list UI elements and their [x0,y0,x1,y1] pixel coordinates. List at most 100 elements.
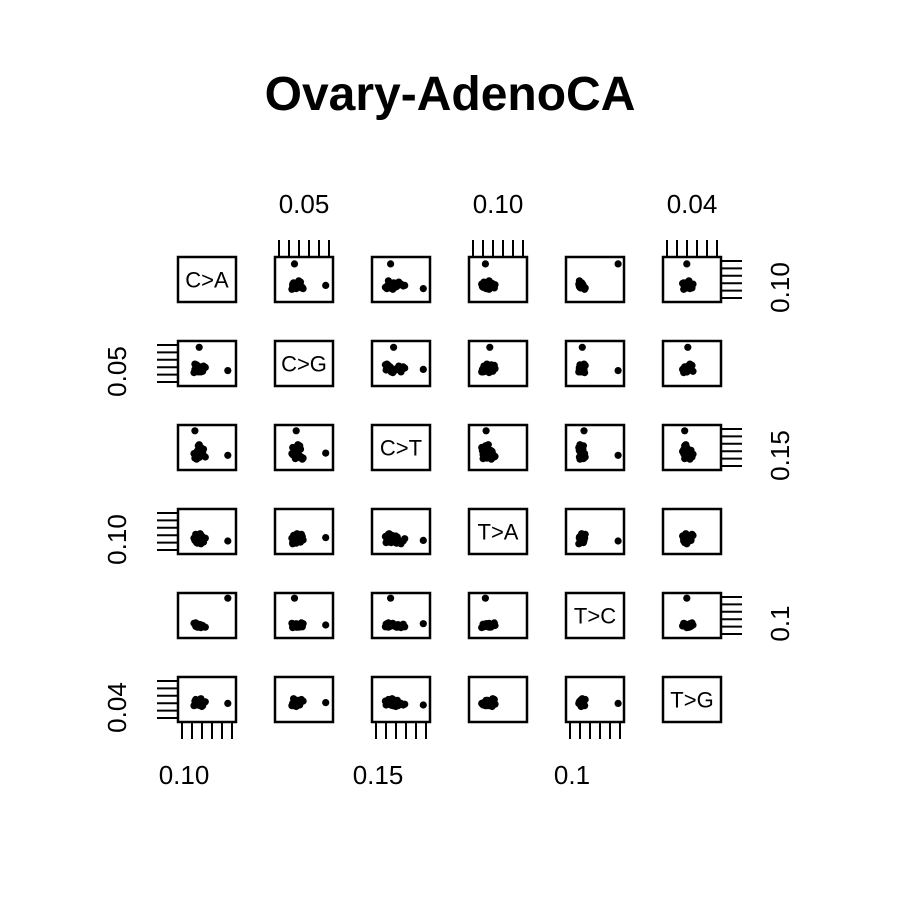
tick-label: 0.10 [102,514,132,565]
data-point [393,696,401,704]
tick-label: 0.1 [554,760,590,790]
panel-frame [467,339,529,388]
data-point [578,446,586,454]
panel-frame [370,255,432,304]
data-point [614,367,622,375]
panel-C-to-G-vs-T-to-G [661,339,723,388]
data-point [390,343,398,351]
data-point [578,364,586,372]
data-point [578,535,586,543]
panel-T-to-C-vs-C-to-T [370,591,432,640]
data-point [322,534,330,542]
panel-T-to-A-vs-C-to-A [176,507,238,556]
data-point [384,277,392,285]
variable-label: C>T [380,436,422,461]
data-point [224,537,232,545]
panel-frame [564,255,626,304]
panel-T-to-C-vs-T-to-A [467,591,529,640]
data-point [486,343,494,351]
panel-frame [564,591,626,640]
data-point [322,621,330,629]
data-point [684,343,692,351]
data-point [290,699,299,708]
data-point [687,446,695,454]
data-point [387,537,395,545]
panel-frame [176,339,238,388]
data-point [224,699,232,708]
panel-T-to-A-vs-T-to-G [661,507,723,556]
data-point [481,594,489,602]
panel-T-to-C-vs-C-to-G [273,591,335,640]
panel-T-to-G-vs-C-to-A [176,675,238,724]
panel-frame [370,339,432,388]
panel-frame [467,507,529,556]
data-point [387,594,395,602]
data-point [290,260,299,268]
panel-T-to-G-vs-T-to-C [564,675,626,724]
panel-T-to-A-vs-C-to-G [273,507,335,556]
data-point [614,537,622,545]
panel-frame [467,423,529,472]
data-point [322,281,330,289]
panel-C-to-T-vs-T-to-C [564,423,626,472]
panel-T-to-G-vs-T-to-G: T>G [661,675,723,724]
data-point [614,451,622,459]
panel-frame [661,675,723,724]
data-point [290,451,299,459]
panel-frame [370,423,432,472]
variable-label: T>G [670,688,713,713]
data-point [294,280,302,288]
panel-frame [273,255,335,304]
data-point [683,367,691,375]
data-point [482,427,490,435]
top-axis-T-to-G: 0.04 [666,189,718,257]
panel-frame [273,591,335,640]
data-point [393,364,401,372]
data-point [387,367,395,375]
data-point [385,283,393,291]
data-point [195,343,203,351]
right-axis-T-to-C: 0.1 [721,596,795,642]
panel-C-to-A-vs-C-to-A: C>A [176,255,238,304]
panel-T-to-C-vs-C-to-A [176,591,238,640]
panel-T-to-A-vs-T-to-C [564,507,626,556]
panel-T-to-G-vs-T-to-A [467,675,529,724]
panel-frame [273,423,335,472]
bottom-axis-T-to-C: 0.1 [554,722,621,790]
axis-ticks: 0.05 0.10 0.04 0.10 0.15 0.1 0.05 0.10 0.04 0.10 0… [102,189,795,790]
data-point [399,620,407,628]
panel-frame [273,507,335,556]
variable-label: T>A [478,520,519,545]
data-point [201,453,209,461]
data-point [393,280,401,288]
panel-frame [467,255,529,304]
bottom-axis-C-to-T: 0.15 [353,722,427,790]
tick-label: 0.10 [765,262,795,313]
data-point [224,594,232,602]
tick-label: 0.10 [159,760,210,790]
data-point [681,427,689,435]
bottom-axis-C-to-A: 0.10 [159,722,233,790]
panel-T-to-G-vs-C-to-T [370,675,432,724]
panel-frame [564,507,626,556]
data-point [578,696,586,704]
panel-C-to-G-vs-C-to-A [176,339,238,388]
top-axis-T-to-A: 0.10 [472,189,524,257]
tick-label: 0.15 [353,760,404,790]
tick-label: 0.04 [667,189,718,219]
panel-frame [370,675,432,724]
panel-C-to-A-vs-C-to-T [370,255,432,304]
panel-frame [370,507,432,556]
left-axis-T-to-A: 0.10 [102,512,178,565]
data-point [481,260,489,268]
data-point [484,621,492,630]
right-axis-C-to-T: 0.15 [721,428,795,481]
tick-label: 0.04 [102,682,132,733]
left-axis-C-to-G: 0.05 [102,344,178,397]
panel-frame [564,423,626,472]
data-point [292,427,300,435]
data-point [419,620,427,628]
data-point [197,621,205,630]
data-point [481,699,489,708]
panel-C-to-T-vs-T-to-A [467,423,529,472]
